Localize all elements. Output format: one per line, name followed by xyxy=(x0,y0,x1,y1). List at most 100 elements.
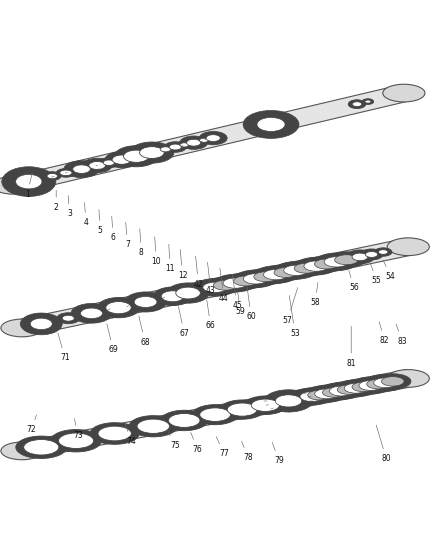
Ellipse shape xyxy=(386,238,428,256)
Ellipse shape xyxy=(98,158,119,168)
Text: 53: 53 xyxy=(289,296,299,338)
Ellipse shape xyxy=(254,266,296,284)
Ellipse shape xyxy=(160,147,170,152)
Ellipse shape xyxy=(364,100,370,103)
Ellipse shape xyxy=(294,257,336,275)
Text: 6: 6 xyxy=(110,216,116,242)
Ellipse shape xyxy=(306,385,346,402)
Ellipse shape xyxy=(358,381,381,390)
Ellipse shape xyxy=(139,147,164,158)
Text: 11: 11 xyxy=(165,244,175,273)
Ellipse shape xyxy=(80,308,102,319)
Ellipse shape xyxy=(199,138,208,142)
Ellipse shape xyxy=(58,433,93,448)
Ellipse shape xyxy=(315,385,351,400)
Ellipse shape xyxy=(307,256,344,272)
Ellipse shape xyxy=(244,396,286,415)
Ellipse shape xyxy=(243,274,267,284)
Text: 60: 60 xyxy=(246,287,255,321)
Ellipse shape xyxy=(264,390,312,412)
Text: 3: 3 xyxy=(67,196,72,219)
Ellipse shape xyxy=(366,379,389,389)
Ellipse shape xyxy=(233,276,257,286)
Ellipse shape xyxy=(374,374,410,389)
Ellipse shape xyxy=(30,318,52,329)
Ellipse shape xyxy=(251,399,279,411)
Ellipse shape xyxy=(253,272,277,281)
Ellipse shape xyxy=(16,436,67,458)
Text: 79: 79 xyxy=(272,442,283,465)
Ellipse shape xyxy=(335,380,375,397)
Ellipse shape xyxy=(186,139,200,146)
Ellipse shape xyxy=(351,382,374,392)
Text: 78: 78 xyxy=(241,441,252,462)
Text: 12: 12 xyxy=(177,249,187,280)
Ellipse shape xyxy=(1,319,43,337)
Ellipse shape xyxy=(266,264,304,280)
Text: 66: 66 xyxy=(205,300,215,330)
Ellipse shape xyxy=(320,383,360,400)
Ellipse shape xyxy=(206,135,220,141)
Ellipse shape xyxy=(307,390,330,400)
Ellipse shape xyxy=(256,117,284,132)
Text: 81: 81 xyxy=(346,326,355,368)
Ellipse shape xyxy=(220,400,264,419)
Text: 58: 58 xyxy=(310,282,319,307)
Ellipse shape xyxy=(359,249,382,260)
Ellipse shape xyxy=(56,168,75,177)
Ellipse shape xyxy=(274,262,316,279)
Ellipse shape xyxy=(155,144,175,154)
Ellipse shape xyxy=(112,155,131,164)
Ellipse shape xyxy=(381,377,403,386)
Ellipse shape xyxy=(114,146,158,167)
Ellipse shape xyxy=(364,374,405,391)
Text: 56: 56 xyxy=(348,270,358,292)
Text: 68: 68 xyxy=(138,316,149,346)
Ellipse shape xyxy=(123,150,148,163)
Text: 71: 71 xyxy=(58,333,70,362)
Text: 72: 72 xyxy=(27,415,36,434)
Text: 44: 44 xyxy=(219,269,228,303)
Ellipse shape xyxy=(73,165,90,173)
Ellipse shape xyxy=(275,395,301,407)
Ellipse shape xyxy=(350,377,390,394)
Ellipse shape xyxy=(359,376,396,392)
Ellipse shape xyxy=(175,287,200,299)
Text: 54: 54 xyxy=(382,260,395,281)
Ellipse shape xyxy=(336,385,359,394)
Ellipse shape xyxy=(62,315,74,321)
Text: 7: 7 xyxy=(124,222,130,249)
Ellipse shape xyxy=(97,297,139,318)
Ellipse shape xyxy=(179,136,207,149)
Ellipse shape xyxy=(134,296,157,308)
Ellipse shape xyxy=(213,280,237,290)
Ellipse shape xyxy=(16,174,42,189)
Ellipse shape xyxy=(137,419,169,433)
Ellipse shape xyxy=(283,265,307,276)
Ellipse shape xyxy=(314,389,337,399)
Ellipse shape xyxy=(180,143,188,147)
Ellipse shape xyxy=(351,253,367,261)
Ellipse shape xyxy=(345,250,374,264)
Ellipse shape xyxy=(194,279,236,296)
Ellipse shape xyxy=(161,291,184,302)
Text: 45: 45 xyxy=(232,275,241,310)
Ellipse shape xyxy=(82,158,112,173)
Text: 80: 80 xyxy=(375,425,390,463)
Text: 10: 10 xyxy=(151,237,161,266)
Text: 76: 76 xyxy=(190,432,202,454)
Ellipse shape xyxy=(50,430,101,452)
Ellipse shape xyxy=(106,302,131,314)
Ellipse shape xyxy=(291,388,331,405)
Ellipse shape xyxy=(234,270,276,288)
Ellipse shape xyxy=(347,100,365,109)
Ellipse shape xyxy=(293,263,317,273)
Ellipse shape xyxy=(129,416,177,437)
Ellipse shape xyxy=(226,273,264,289)
Text: 67: 67 xyxy=(178,306,189,338)
Ellipse shape xyxy=(153,287,191,305)
Text: 8: 8 xyxy=(139,229,143,257)
Ellipse shape xyxy=(166,283,208,303)
Ellipse shape xyxy=(164,142,186,152)
Ellipse shape xyxy=(202,282,227,293)
